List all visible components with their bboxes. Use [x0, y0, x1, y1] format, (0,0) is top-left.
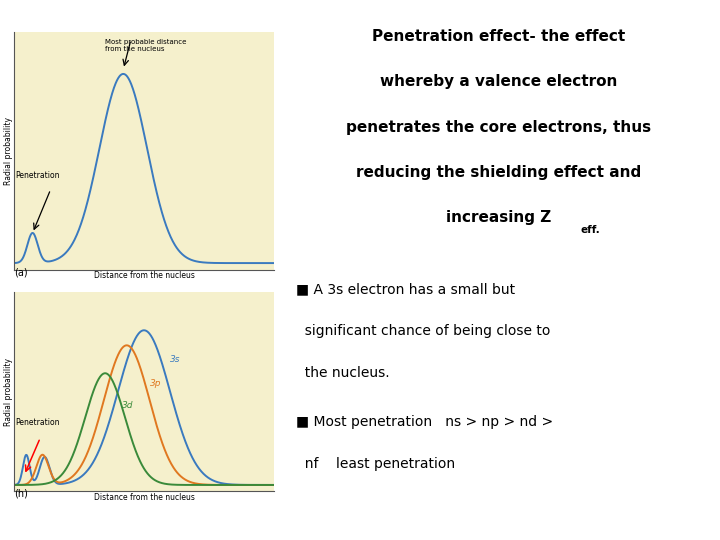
Text: 3p: 3p	[150, 379, 162, 388]
Text: (a): (a)	[14, 267, 28, 278]
Text: eff.: eff.	[581, 225, 600, 235]
Text: Penetration: Penetration	[16, 418, 60, 427]
X-axis label: Distance from the nucleus: Distance from the nucleus	[94, 272, 194, 280]
Text: Penetration: Penetration	[16, 171, 60, 180]
Text: The Radial Probability Distribution for the $\it{3s}$, $\it{3p}$, and $\it{3d}$ : The Radial Probability Distribution for …	[22, 509, 453, 525]
Text: significant chance of being close to: significant chance of being close to	[297, 324, 551, 338]
Text: increasing Z: increasing Z	[446, 211, 552, 225]
Text: penetrates the core electrons, thus: penetrates the core electrons, thus	[346, 120, 651, 134]
Text: Penetration effect- the effect: Penetration effect- the effect	[372, 29, 625, 44]
Text: nf    least penetration: nf least penetration	[297, 457, 456, 471]
Text: the nucleus.: the nucleus.	[297, 366, 390, 380]
Text: Most probable distance
from the nucleus: Most probable distance from the nucleus	[105, 39, 186, 52]
Text: ■ A 3s electron has a small but: ■ A 3s electron has a small but	[297, 282, 516, 296]
X-axis label: Distance from the nucleus: Distance from the nucleus	[94, 493, 194, 502]
Text: (h): (h)	[14, 489, 28, 499]
Text: reducing the shielding effect and: reducing the shielding effect and	[356, 165, 642, 180]
Y-axis label: Radial probability: Radial probability	[4, 357, 13, 426]
Text: 3s: 3s	[170, 355, 181, 364]
Y-axis label: Radial probability: Radial probability	[4, 117, 13, 185]
Text: 3d: 3d	[122, 401, 134, 410]
Text: whereby a valence electron: whereby a valence electron	[380, 75, 617, 89]
Text: ■ Most penetration   ns > np > nd >: ■ Most penetration ns > np > nd >	[297, 415, 554, 429]
